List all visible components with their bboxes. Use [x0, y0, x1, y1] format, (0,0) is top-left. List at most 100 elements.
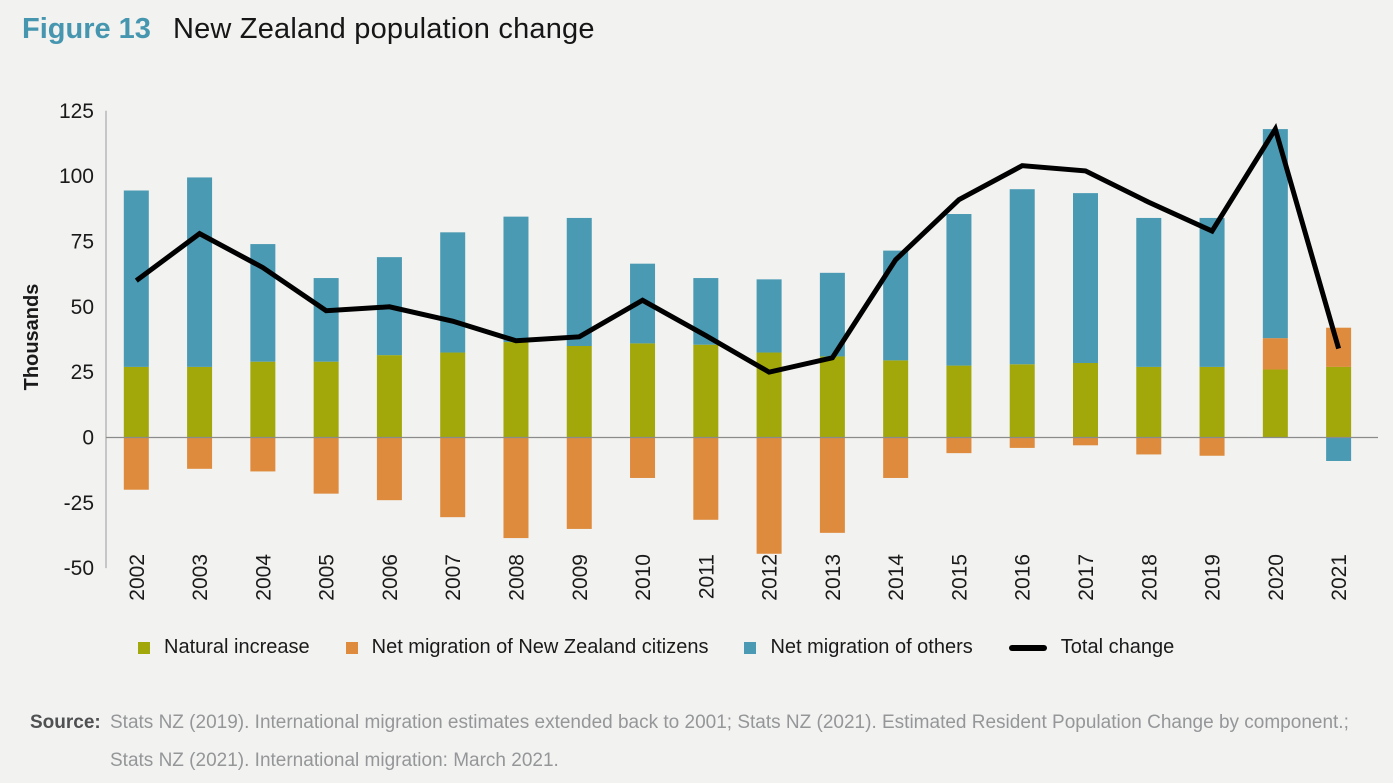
bar-segment — [1262, 338, 1288, 370]
bar-segment — [503, 216, 529, 343]
y-tick-label: 0 — [82, 426, 94, 449]
bar-2008 — [503, 216, 529, 539]
bar-2014 — [883, 250, 909, 478]
bar-2005 — [313, 278, 339, 494]
bar-segment — [1073, 193, 1098, 363]
bar-segment — [630, 343, 656, 438]
source-label: Source: — [30, 712, 101, 733]
bar-segment — [1009, 189, 1035, 365]
bar-segment — [1009, 364, 1035, 438]
bar-segment — [123, 437, 149, 490]
legend-label: Natural increase — [164, 636, 310, 658]
x-tick-label: 2007 — [442, 554, 465, 601]
bar-segment — [693, 344, 719, 438]
bar-2011 — [693, 278, 719, 520]
x-tick-label: 2008 — [505, 554, 528, 601]
bar-2003 — [187, 177, 213, 469]
bar-2021 — [1326, 327, 1352, 461]
bar-segment — [693, 437, 719, 520]
y-tick-label: 75 — [71, 230, 94, 253]
stacked-bars — [123, 129, 1352, 554]
bar-2009 — [566, 217, 592, 529]
y-axis-tick-labels: 125 100 75 50 25 0 -25 -50 — [59, 100, 94, 580]
bar-segment — [376, 437, 402, 501]
bar-segment — [313, 361, 339, 438]
bar-segment — [1009, 437, 1035, 448]
figure-number-label: Figure 13 — [22, 13, 151, 45]
bar-2020 — [1262, 129, 1288, 438]
bar-2016 — [1009, 189, 1035, 448]
bar-segment — [819, 437, 845, 533]
y-tick-label: 25 — [71, 361, 94, 384]
legend-item-natural-increase: Natural increase — [138, 636, 310, 659]
legend-label: Total change — [1060, 636, 1175, 658]
bar-segment — [1136, 437, 1162, 455]
x-tick-label: 2019 — [1202, 554, 1225, 601]
legend-item-net-migration-nz-citizens: Net migration of New Zealand citizens — [345, 636, 708, 659]
chart-area: 125 100 75 50 25 0 -25 -50 Thousands 2002 2003 2004… — [0, 70, 1393, 625]
chart-title: New Zealand population change — [172, 13, 595, 45]
x-tick-label: 2014 — [885, 554, 908, 601]
bar-segment — [566, 217, 592, 346]
bar-2017 — [1073, 193, 1098, 446]
bar-segment — [1136, 217, 1162, 367]
y-tick-label: 100 — [59, 165, 94, 188]
bar-2019 — [1199, 217, 1225, 456]
legend-item-net-migration-others: Net migration of others — [744, 636, 973, 659]
figure-header: Figure 13 New Zealand population change — [22, 12, 595, 47]
x-tick-label: 2016 — [1012, 554, 1035, 601]
bar-segment — [313, 437, 339, 494]
bar-2013 — [819, 272, 845, 533]
bar-segment — [566, 345, 592, 438]
bar-segment — [1136, 366, 1162, 438]
natural-increase-swatch-icon — [138, 641, 150, 654]
bar-segment — [946, 437, 972, 454]
x-tick-label: 2012 — [759, 554, 782, 601]
y-tick-label: 125 — [59, 100, 94, 123]
bar-segment — [946, 214, 972, 366]
bar-segment — [756, 279, 782, 353]
x-tick-label: 2003 — [189, 554, 212, 601]
x-tick-label: 2006 — [379, 554, 402, 601]
bar-segment — [1073, 437, 1098, 446]
bar-segment — [376, 355, 402, 438]
bar-segment — [946, 365, 972, 438]
x-tick-label: 2011 — [695, 554, 718, 599]
bar-segment — [756, 437, 782, 554]
bar-segment — [440, 352, 466, 438]
x-tick-label: 2010 — [632, 554, 655, 601]
bar-2010 — [630, 263, 656, 478]
bar-segment — [1326, 437, 1352, 461]
legend-label: Net migration of others — [770, 636, 973, 658]
total-change-line-icon — [1008, 644, 1047, 651]
x-tick-label: 2005 — [316, 554, 339, 601]
others-swatch-icon — [744, 641, 757, 654]
bar-segment — [566, 437, 592, 529]
bar-segment — [187, 366, 213, 438]
bar-segment — [1326, 366, 1352, 438]
bar-segment — [1262, 369, 1288, 438]
bar-segment — [250, 437, 276, 472]
bar-segment — [1199, 217, 1225, 367]
bar-2018 — [1136, 217, 1162, 455]
bar-segment — [440, 232, 466, 353]
y-axis-label: Thousands — [21, 284, 43, 391]
bar-segment — [630, 437, 656, 478]
bar-segment — [819, 356, 845, 438]
x-tick-label: 2018 — [1138, 554, 1161, 601]
chart-legend: Natural increase Net migration of New Ze… — [138, 636, 1383, 659]
x-tick-label: 2015 — [948, 554, 971, 601]
x-axis-year-labels: 2002 2003 2004 2005 2006 2007 2008 2009 2010 2011… — [126, 554, 1351, 601]
x-tick-label: 2021 — [1328, 554, 1351, 601]
x-tick-label: 2017 — [1075, 554, 1098, 601]
y-axis-title: Thousands — [21, 284, 43, 391]
x-tick-label: 2013 — [822, 554, 845, 601]
x-tick-label: 2002 — [126, 554, 149, 601]
bar-segment — [187, 177, 213, 367]
x-tick-label: 2020 — [1265, 554, 1288, 601]
y-tick-label: -25 — [64, 492, 94, 515]
bar-segment — [123, 366, 149, 438]
bar-segment — [440, 437, 466, 518]
nz-citizens-swatch-icon — [345, 641, 358, 654]
chart-svg: 125 100 75 50 25 0 -25 -50 Thousands 2002 2003 2004… — [21, 100, 1378, 601]
